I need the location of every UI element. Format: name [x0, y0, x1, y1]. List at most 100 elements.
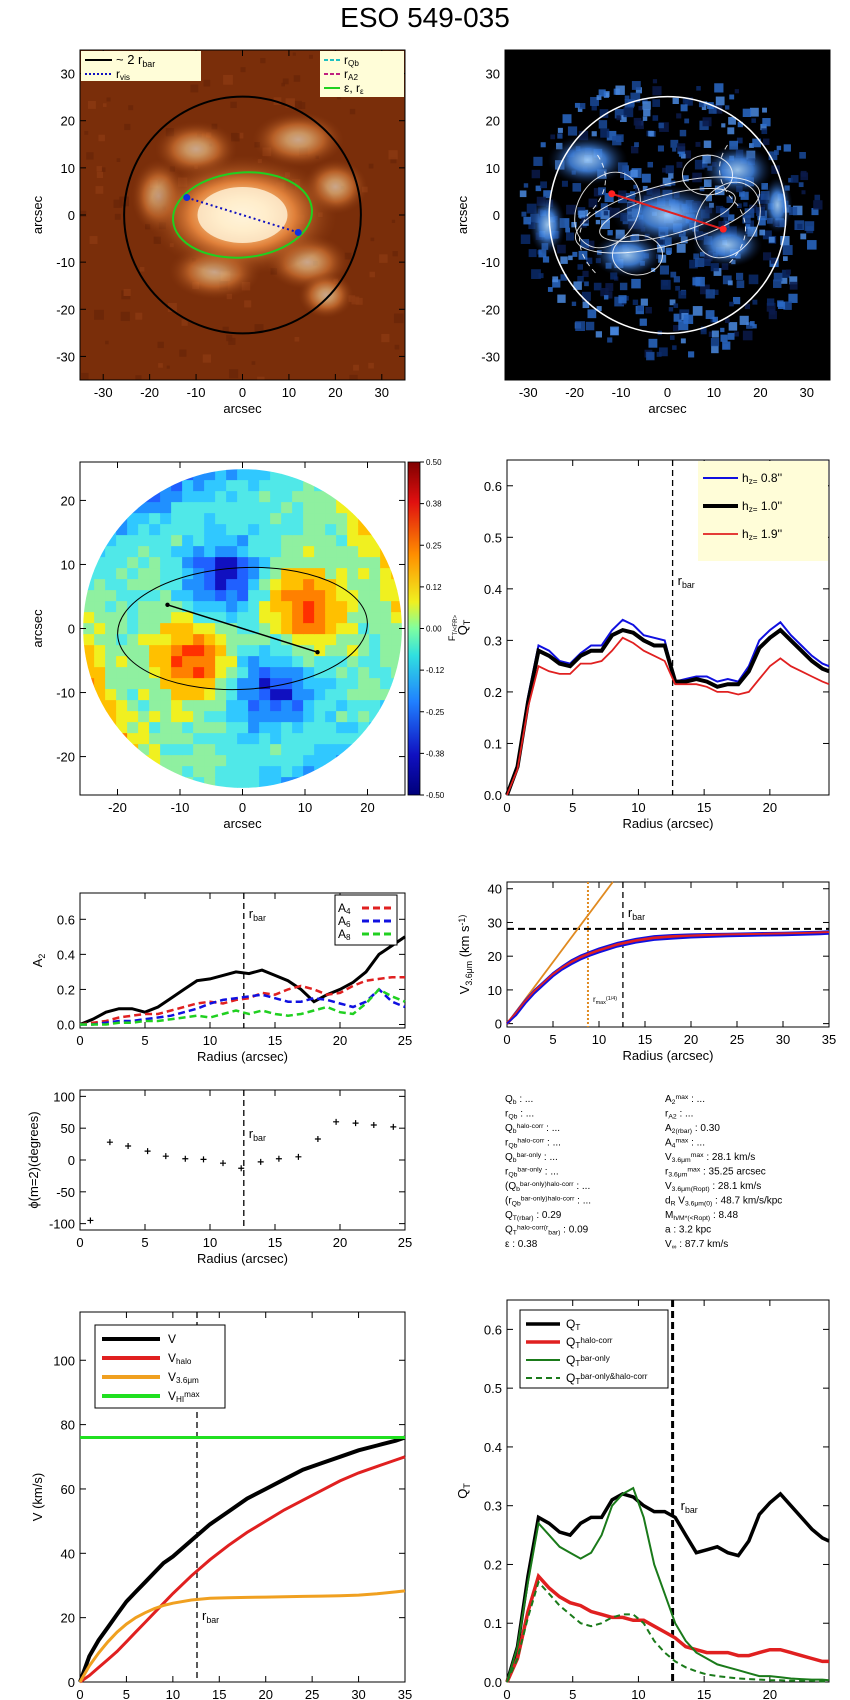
- force-pixel: [127, 612, 139, 624]
- force-pixel: [171, 557, 183, 569]
- force-pixel: [325, 469, 337, 481]
- force-pixel: [380, 623, 392, 635]
- x-tick-label: 0: [76, 1235, 83, 1250]
- noise-pixel: [106, 97, 111, 102]
- noise-pixel: [662, 167, 667, 173]
- force-pixel: [138, 469, 150, 481]
- force-pixel: [270, 755, 282, 767]
- noise-pixel: [727, 332, 735, 340]
- force-pixel: [94, 678, 106, 690]
- noise-pixel: [565, 227, 571, 233]
- force-pixel: [105, 777, 117, 788]
- noise-pixel: [606, 130, 617, 141]
- noise-pixel: [113, 199, 122, 208]
- force-pixel: [171, 513, 183, 525]
- force-pixel: [380, 601, 392, 613]
- force-pixel: [259, 491, 271, 503]
- force-pixel: [347, 524, 359, 536]
- force-pixel: [149, 766, 161, 778]
- force-pixel: [270, 711, 282, 723]
- force-pixel: [116, 502, 128, 514]
- noise-pixel: [116, 158, 121, 162]
- colorbar: 0.50 0.38 0.25 0.12 0.00 -0.12 -0.25 -0.38 -0.50…: [407, 458, 459, 800]
- force-pixel: [127, 590, 139, 602]
- noise-pixel: [158, 363, 163, 368]
- noise-pixel: [231, 132, 240, 142]
- noise-pixel: [729, 301, 734, 307]
- force-pixel: [391, 623, 402, 635]
- force-pixel: [237, 678, 249, 690]
- force-pixel: [369, 689, 381, 701]
- legend-label: hz= 0.8'': [742, 471, 782, 486]
- force-pixel: [127, 755, 139, 767]
- force-pixel: [215, 722, 227, 734]
- noise-pixel: [715, 96, 725, 106]
- force-pixel: [182, 502, 194, 514]
- force-pixel: [325, 700, 337, 712]
- noise-pixel: [600, 287, 609, 297]
- noise-pixel: [368, 163, 374, 169]
- noise-pixel: [135, 312, 143, 320]
- force-pixel: [303, 645, 315, 657]
- noise-pixel: [640, 298, 648, 306]
- force-pixel: [391, 502, 402, 514]
- force-pixel: [369, 535, 381, 547]
- force-pixel: [281, 568, 293, 580]
- force-pixel: [171, 656, 183, 668]
- force-pixel: [215, 524, 227, 536]
- noise-pixel: [222, 326, 229, 333]
- force-pixel: [149, 557, 161, 569]
- noise-pixel: [728, 322, 738, 331]
- noise-pixel: [623, 107, 634, 118]
- amplitude-line: [80, 987, 406, 1026]
- noise-pixel: [370, 237, 375, 242]
- y-tick-label: 0: [68, 622, 75, 637]
- force-pixel: [292, 733, 304, 745]
- force-pixel: [380, 733, 392, 745]
- force-pixel: [325, 722, 337, 734]
- noise-pixel: [595, 331, 602, 338]
- force-pixel: [127, 579, 139, 591]
- force-pixel: [204, 623, 216, 635]
- noise-pixel: [560, 256, 568, 264]
- force-pixel: [83, 689, 95, 701]
- x-tick-label: -30: [94, 385, 113, 400]
- force-pixel: [292, 777, 304, 788]
- noise-pixel: [98, 134, 105, 142]
- x-tick-label: -10: [171, 800, 190, 815]
- noise-pixel: [605, 283, 614, 292]
- force-pixel: [391, 645, 402, 657]
- force-pixel: [204, 590, 216, 602]
- force-pixel: [215, 502, 227, 514]
- force-pixel: [204, 678, 216, 690]
- force-pixel: [358, 634, 370, 646]
- force-pixel: [116, 601, 128, 613]
- noise-pixel: [600, 128, 610, 138]
- noise-pixel: [619, 282, 628, 291]
- noise-pixel: [657, 145, 664, 152]
- x-tick-label: 30: [351, 1687, 365, 1700]
- force-pixel: [259, 722, 271, 734]
- y-tick-label: -10: [481, 255, 500, 270]
- noise-pixel: [349, 374, 358, 380]
- force-pixel: [314, 568, 326, 580]
- noise-pixel: [720, 334, 728, 342]
- noise-pixel: [807, 240, 817, 250]
- legend-label: hz= 1.0'': [742, 499, 782, 514]
- force-pixel: [149, 535, 161, 547]
- force-pixel: [303, 711, 315, 723]
- noise-pixel: [701, 105, 707, 111]
- force-pixel: [303, 656, 315, 668]
- noise-pixel: [120, 311, 130, 322]
- force-pixel: [292, 502, 304, 514]
- force-pixel: [204, 667, 216, 679]
- force-pixel: [347, 568, 359, 580]
- force-pixel: [347, 766, 359, 778]
- bar-endpoint: [315, 649, 320, 655]
- noise-pixel: [562, 114, 572, 124]
- force-pixel: [358, 513, 370, 525]
- force-pixel: [204, 557, 216, 569]
- force-pixel: [336, 502, 348, 514]
- force-pixel: [138, 689, 150, 701]
